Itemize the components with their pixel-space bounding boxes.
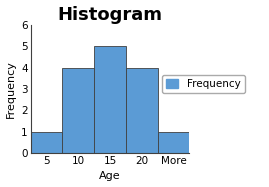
Bar bbox=[62, 68, 94, 153]
Bar bbox=[158, 132, 189, 153]
Bar bbox=[126, 68, 158, 153]
X-axis label: Age: Age bbox=[99, 171, 121, 181]
Bar bbox=[30, 132, 62, 153]
Y-axis label: Frequency: Frequency bbox=[6, 60, 16, 118]
Bar bbox=[94, 46, 126, 153]
Legend: Frequency: Frequency bbox=[162, 75, 245, 94]
Title: Histogram: Histogram bbox=[58, 6, 162, 24]
